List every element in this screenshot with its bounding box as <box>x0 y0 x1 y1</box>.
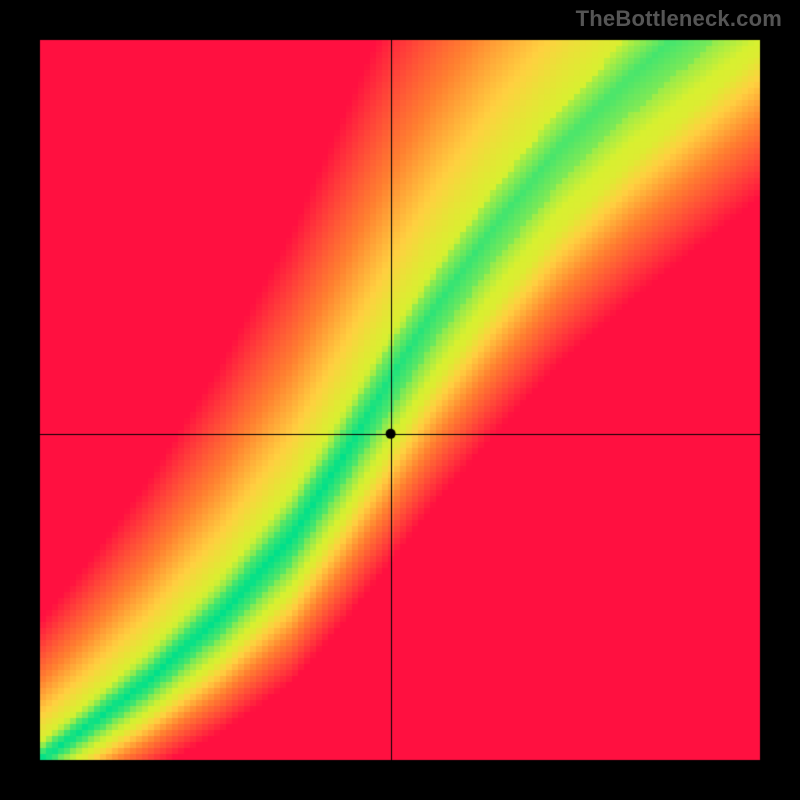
chart-container: TheBottleneck.com <box>0 0 800 800</box>
watermark-text: TheBottleneck.com <box>576 6 782 32</box>
bottleneck-heatmap <box>0 0 800 800</box>
